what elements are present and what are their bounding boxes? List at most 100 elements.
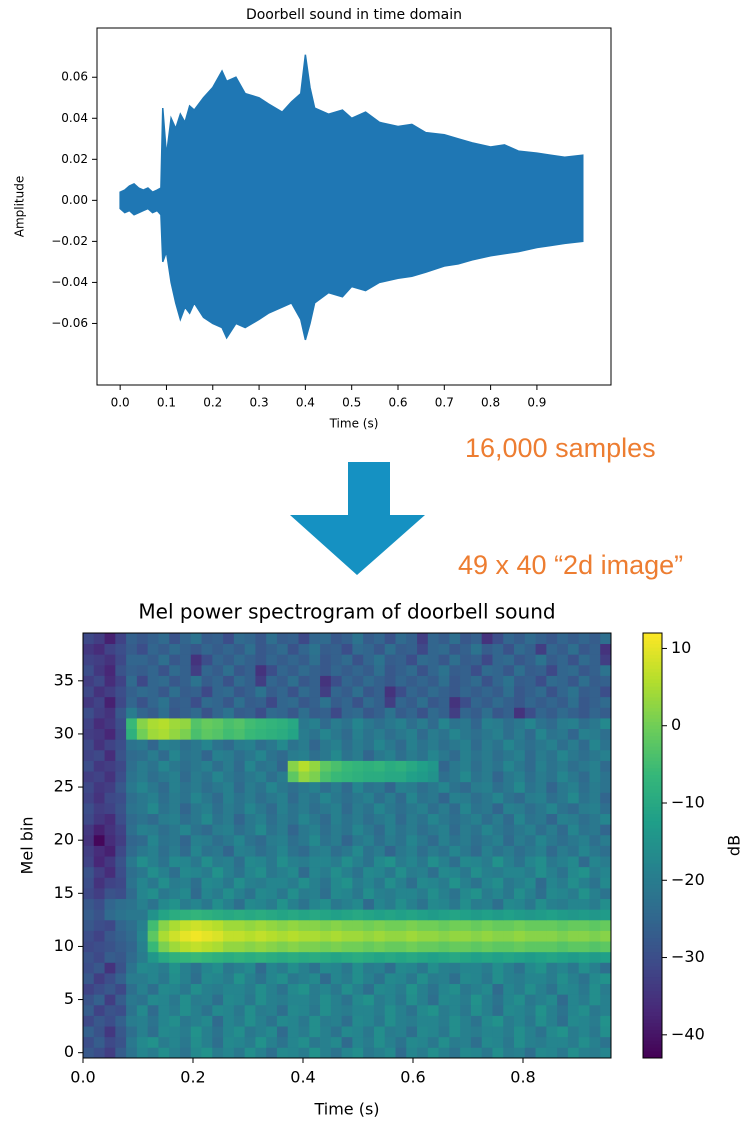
cell <box>460 930 472 942</box>
cell <box>406 824 418 836</box>
cell <box>136 1036 149 1048</box>
cell <box>460 664 472 676</box>
cell <box>190 888 202 900</box>
cell <box>320 675 332 687</box>
cell <box>233 664 246 676</box>
cell <box>93 675 105 687</box>
cell <box>190 919 202 931</box>
cell <box>298 813 310 825</box>
cell <box>363 749 375 761</box>
cell <box>503 919 515 931</box>
cell <box>320 941 332 953</box>
cell <box>320 1036 332 1048</box>
cell <box>373 930 386 942</box>
cell <box>320 643 332 655</box>
cell <box>417 686 429 698</box>
cell <box>363 728 375 740</box>
cell <box>546 781 558 793</box>
cell <box>546 771 558 783</box>
cell <box>83 1047 95 1059</box>
colorbar-swatch <box>643 1050 662 1055</box>
cell <box>395 760 407 772</box>
x-tick-label: 0.2 <box>203 396 222 410</box>
cell <box>169 654 181 666</box>
cell <box>438 888 450 900</box>
cell <box>83 845 95 857</box>
colorbar-swatch <box>643 937 662 942</box>
cell <box>179 994 192 1006</box>
cell <box>352 686 364 698</box>
cell <box>201 866 213 878</box>
cell <box>449 771 461 783</box>
cell <box>147 760 159 772</box>
cell <box>492 803 504 815</box>
cell <box>460 803 472 815</box>
cell <box>406 1036 418 1048</box>
colorbar-swatch <box>643 654 662 659</box>
cell <box>136 877 149 889</box>
cell <box>470 973 483 985</box>
x-tick-label: 0.7 <box>435 396 454 410</box>
y-tick-label: 25 <box>54 777 74 796</box>
cell <box>363 664 375 676</box>
cell <box>147 983 159 995</box>
cell <box>589 941 601 953</box>
cell <box>136 866 149 878</box>
cell <box>492 1026 504 1038</box>
cell <box>449 909 461 921</box>
cell <box>212 951 224 963</box>
cell <box>492 930 504 942</box>
cell <box>330 930 343 942</box>
cell <box>147 696 159 708</box>
colorbar-swatch <box>643 640 662 645</box>
cell <box>535 707 547 719</box>
cell <box>589 919 601 931</box>
colorbar-swatch <box>643 880 662 885</box>
cell <box>341 813 353 825</box>
cell <box>233 813 246 825</box>
cell <box>417 973 429 985</box>
cell <box>201 664 213 676</box>
cell <box>460 888 472 900</box>
cell <box>298 1004 310 1016</box>
cell <box>535 718 547 730</box>
cell <box>255 728 267 740</box>
cell <box>524 749 536 761</box>
cell <box>266 951 278 963</box>
cell <box>567 909 580 921</box>
cell <box>492 696 504 708</box>
x-tick-label: 0.8 <box>481 396 500 410</box>
cell <box>524 696 536 708</box>
cell <box>514 909 526 921</box>
cell <box>330 919 343 931</box>
colorbar-swatch <box>643 965 662 970</box>
cell <box>255 930 267 942</box>
cell <box>373 994 386 1006</box>
cell <box>589 856 601 868</box>
cell <box>136 983 149 995</box>
cell <box>341 707 353 719</box>
cell <box>578 739 590 751</box>
cell <box>503 696 515 708</box>
colorbar-swatch <box>643 916 662 921</box>
cell <box>492 675 504 687</box>
cell <box>567 781 580 793</box>
cell <box>363 834 375 846</box>
cell <box>212 994 224 1006</box>
cell <box>179 760 192 772</box>
colorbar-swatch <box>643 657 662 662</box>
cell <box>438 749 450 761</box>
cell <box>514 728 526 740</box>
colorbar-swatch <box>643 930 662 935</box>
cell <box>126 930 138 942</box>
colorbar-swatch <box>643 813 662 818</box>
cell <box>363 1047 375 1059</box>
cell <box>104 813 116 825</box>
cell <box>535 728 547 740</box>
cell <box>104 728 116 740</box>
cell <box>470 866 483 878</box>
cell <box>460 866 472 878</box>
colorbar-swatch <box>643 877 662 882</box>
cell <box>169 983 181 995</box>
cell <box>578 994 590 1006</box>
